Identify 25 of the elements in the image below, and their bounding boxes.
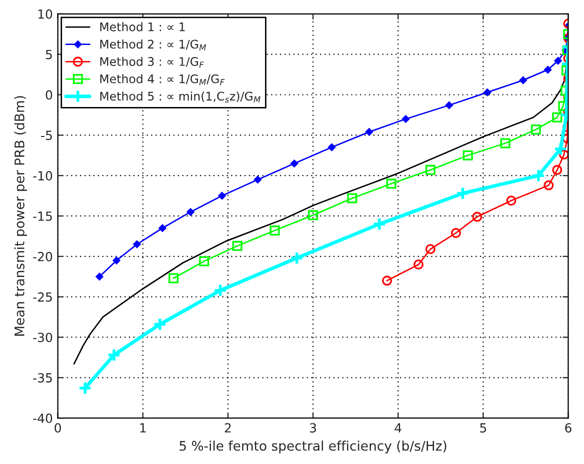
y-tick-label: -20 (33, 252, 52, 262)
x-tick-label: 6 (565, 423, 572, 433)
legend-label: Method 4 : ∝ 1/G$_{M}$/G$_{F}$ (100, 74, 225, 86)
x-tick-label: 1 (140, 423, 146, 432)
y-tick-label: -40 (33, 414, 52, 423)
y-tick-label: 0 (46, 90, 52, 100)
legend-label: Method 5 : ∝ min(1,C$_{s}$z)/G$_{M}$ (100, 91, 260, 103)
y-tick-label: 5 (46, 50, 52, 60)
y-axis-title: Mean transmit power per PRB (dBm) (14, 96, 27, 336)
x-tick-label: 5 (480, 423, 486, 433)
y-tick-label: -30 (33, 332, 52, 342)
legend-label: Method 3 : ∝ 1/G$_{F}$ (100, 56, 204, 68)
y-tick-label: -25 (33, 292, 52, 302)
y-tick-label: 10 (38, 9, 52, 19)
x-tick-label: 0 (54, 423, 61, 433)
x-tick-label: 2 (224, 423, 231, 432)
x-axis-title: 5 %-ile femto spectral efficiency (b/s/Hz) (180, 440, 446, 454)
legend-label: Method 1 : ∝ 1 (100, 22, 185, 32)
legend-label: Method 2 : ∝ 1/G$_{M}$ (100, 40, 206, 50)
x-tick-label: 3 (310, 423, 316, 433)
y-tick-label: -10 (33, 171, 52, 181)
y-tick-label: -35 (33, 373, 52, 383)
y-tick-label: -15 (33, 212, 52, 221)
y-tick-label: -5 (41, 130, 52, 140)
x-tick-label: 4 (394, 423, 402, 432)
